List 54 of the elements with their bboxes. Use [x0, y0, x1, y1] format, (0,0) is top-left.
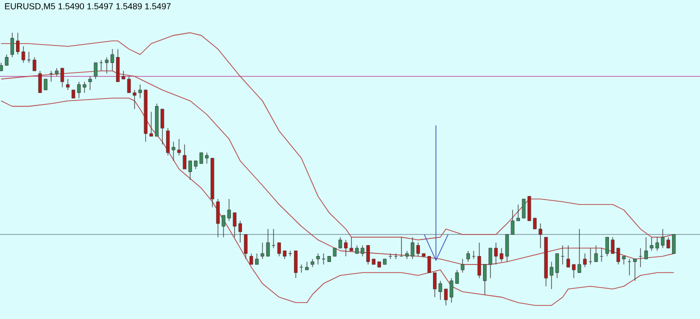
- candlestick: [238, 220, 242, 243]
- candlestick: [477, 242, 482, 278]
- candlestick: [610, 236, 614, 254]
- candlestick: [22, 46, 26, 64]
- candlestick: [149, 111, 154, 137]
- candlestick: [10, 32, 14, 58]
- candlestick: [205, 152, 209, 164]
- candlestick: [104, 56, 109, 74]
- candlestick: [338, 236, 342, 248]
- candlestick: [566, 245, 570, 268]
- candlestick: [583, 253, 587, 268]
- candlestick: [672, 234, 676, 254]
- candlestick: [255, 253, 259, 265]
- candlestick: [232, 212, 236, 238]
- candlestick: [250, 253, 254, 265]
- candlestick: [650, 236, 654, 252]
- candlestick: [344, 240, 348, 257]
- candlestick: [644, 236, 648, 260]
- candlestick: [16, 32, 20, 55]
- candlestick: [244, 234, 248, 260]
- candlestick: [578, 228, 582, 273]
- candlestick: [433, 272, 437, 298]
- candlestick: [594, 245, 598, 262]
- candlestick: [199, 152, 204, 164]
- candlestick: [438, 280, 442, 300]
- candlestick: [27, 51, 31, 64]
- candlestick: [182, 144, 186, 170]
- candlestick: [110, 48, 114, 72]
- candlestick: [88, 76, 92, 90]
- candlestick: [655, 236, 659, 252]
- candlestick: [427, 256, 432, 273]
- candlestick: [277, 242, 281, 257]
- candlestick: [666, 236, 670, 248]
- candlestick: [660, 228, 665, 248]
- candlestick: [66, 78, 70, 90]
- candlestick: [60, 68, 64, 88]
- candlestick: [94, 62, 98, 80]
- candlestick: [322, 253, 326, 265]
- candlestick: [605, 236, 609, 257]
- candlestick: [460, 258, 464, 273]
- candlestick: [572, 264, 576, 278]
- candlestick: [633, 258, 637, 282]
- candlestick: [483, 264, 487, 295]
- candlestick: [32, 56, 36, 72]
- candlestick: [516, 204, 520, 222]
- candlestick: [466, 250, 470, 262]
- candlestick: [4, 54, 8, 66]
- chart-title: EURUSD,M5 1.5490 1.5497 1.5489 1.5497: [5, 3, 171, 10]
- candlestick: [160, 108, 164, 145]
- candlestick: [294, 250, 298, 278]
- candlestick: [188, 160, 192, 180]
- candlestick: [616, 248, 620, 265]
- candlestick: [522, 198, 526, 218]
- candlestick: [316, 253, 320, 265]
